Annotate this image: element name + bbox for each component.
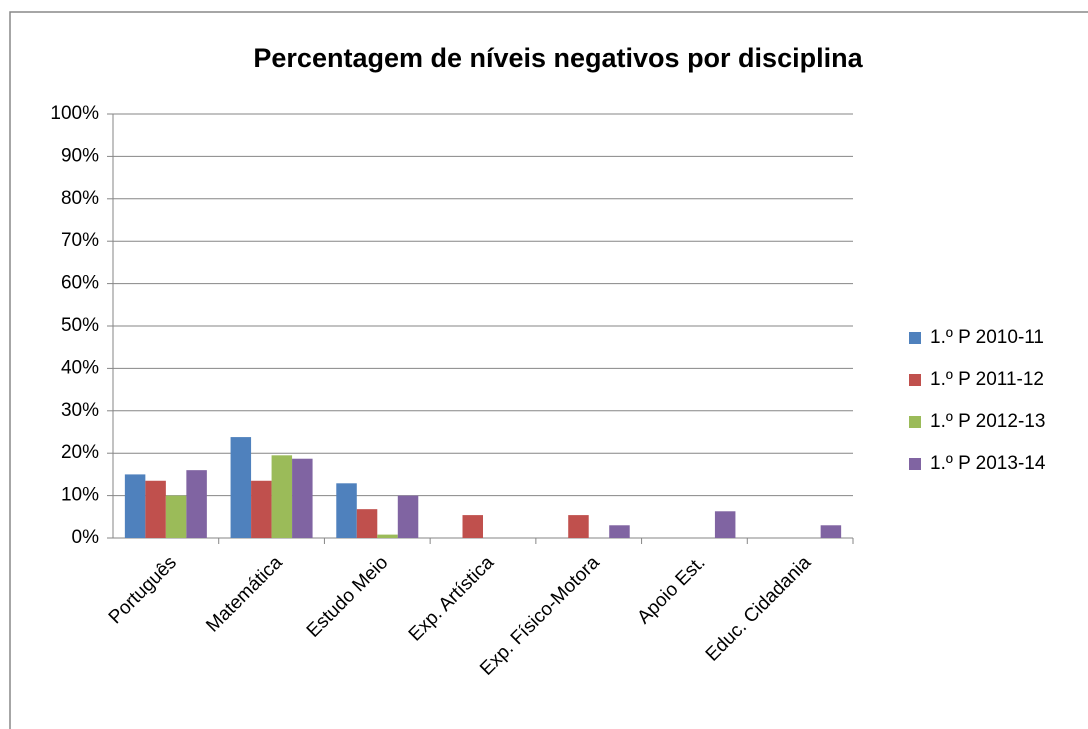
y-tick-label: 100% [50,103,99,124]
bar [186,470,207,538]
y-tick-label: 70% [61,230,99,251]
bar [568,515,589,538]
bar [356,509,378,538]
y-tick-label: 80% [61,188,99,209]
bar [462,515,483,538]
bar [271,455,293,538]
bar [820,525,842,538]
bar [292,458,313,538]
legend-swatch [909,332,921,344]
bar [165,495,187,538]
chart-border [9,11,1088,729]
bar [397,495,419,538]
y-tick-label: 20% [61,442,99,463]
legend-swatch [909,416,921,428]
bar [230,437,252,538]
y-tick-label: 0% [72,527,100,548]
y-tick-label: 90% [61,145,99,166]
y-tick-label: 60% [61,273,99,294]
bar [714,511,736,538]
legend-label: 1.º P 2013-14 [930,453,1046,474]
legend-label: 1.º P 2012-13 [930,411,1045,432]
bar [145,480,166,538]
bar [609,525,630,538]
bar [336,483,357,538]
legend-label: 1.º P 2010-11 [930,327,1044,348]
bar [251,480,272,538]
legend-swatch [909,458,921,470]
bar [124,474,146,538]
legend-swatch [909,374,921,386]
y-tick-label: 50% [61,315,99,336]
legend-label: 1.º P 2011-12 [930,369,1044,390]
chart-title: Percentagem de níveis negativos por disc… [253,43,863,73]
y-tick-label: 40% [61,357,99,378]
y-tick-label: 10% [61,485,99,506]
bar [377,534,398,538]
y-tick-label: 30% [61,400,99,421]
